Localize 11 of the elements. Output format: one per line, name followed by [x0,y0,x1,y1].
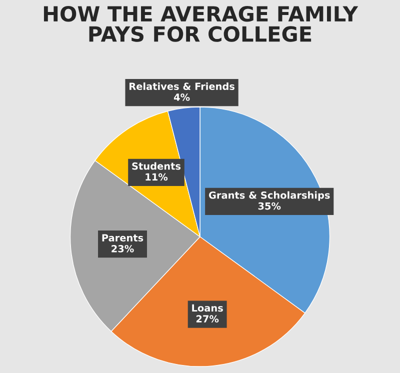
slice-label: Grants & Scholarships [208,191,330,201]
data-label: 23% [112,245,134,252]
data-label: 35% [258,202,281,210]
chart-title: HOW THE AVERAGE FAMILY PAYS FOR COLLEGE [44,6,358,42]
slice-label: Parents [102,234,144,242]
slice-label: Loans [192,304,223,312]
data-label: 11% [146,173,168,181]
data-label: 27% [196,315,219,323]
slice-label: Students [132,162,181,170]
slice-label: Relatives & Friends [130,82,234,90]
data-label: 4% [174,94,190,101]
